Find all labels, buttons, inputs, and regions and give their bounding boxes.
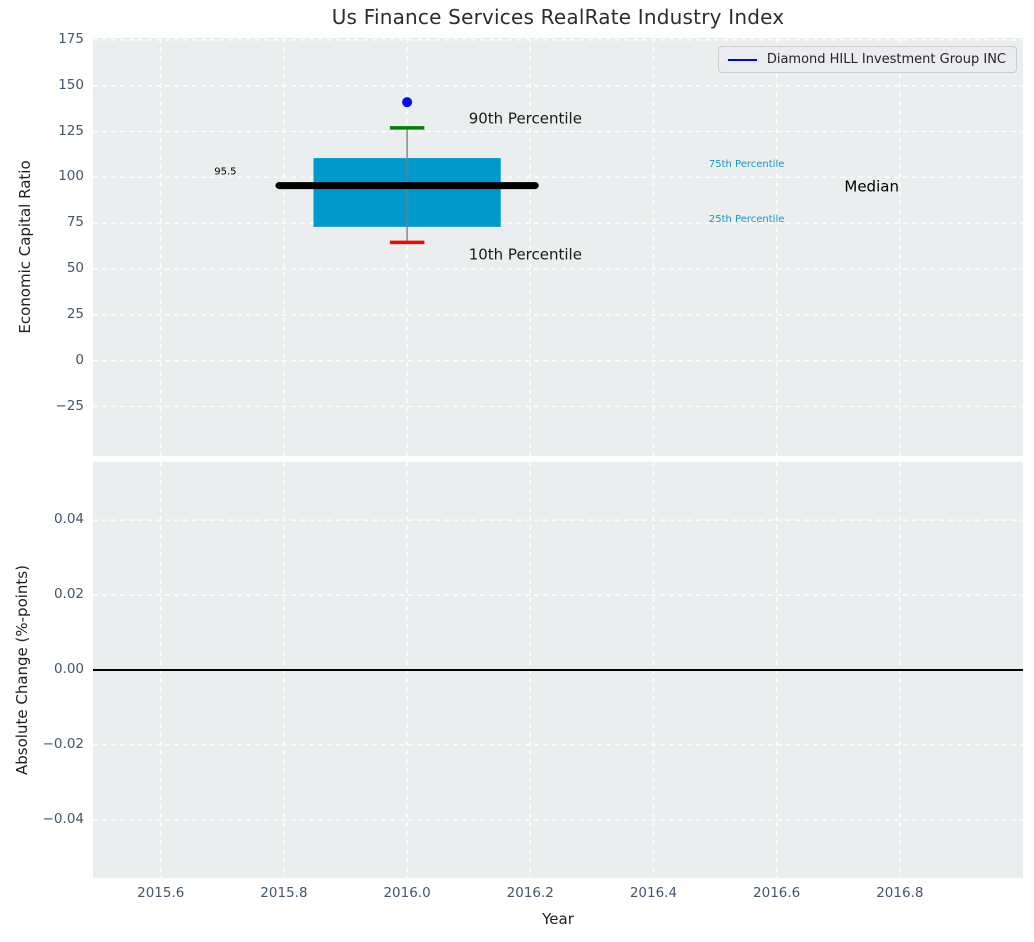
- annotation: 75th Percentile: [709, 159, 785, 170]
- y-tick-label-bottom: −0.02: [42, 735, 84, 752]
- legend-line-swatch: [727, 58, 757, 61]
- x-axis-label: Year: [542, 910, 574, 928]
- y-tick-label-bottom: 0.02: [53, 586, 84, 603]
- y-tick-label-top: −25: [55, 397, 85, 414]
- x-tick-label: 2015.6: [137, 885, 185, 901]
- bottom-plot-area: [93, 462, 1023, 878]
- y-tick-label-top: 175: [58, 30, 84, 47]
- y-tick-label-top: 25: [66, 305, 84, 322]
- y-tick-label-bottom: −0.04: [42, 810, 84, 827]
- x-tick-label: 2016.6: [753, 885, 801, 901]
- y-tick-label-top: 150: [58, 76, 84, 93]
- y-tick-label-bottom: 0.00: [53, 661, 84, 677]
- annotation: Median: [844, 178, 899, 196]
- annotation: 90th Percentile: [469, 110, 582, 128]
- x-tick-label: 2015.8: [260, 885, 308, 901]
- bottom-plot-canvas: [93, 462, 1023, 878]
- chart-title: Us Finance Services RealRate Industry In…: [331, 5, 785, 29]
- x-tick-label: 2016.0: [383, 885, 431, 901]
- annotation: 10th Percentile: [469, 245, 582, 263]
- top-plot-area: 90th Percentile 10th Percentile 95.5 75th P…: [93, 38, 1023, 456]
- legend-label: Diamond HILL Investment Group INC: [766, 52, 1006, 67]
- y-tick-label-top: 0: [75, 351, 84, 368]
- x-tick-label: 2016.2: [506, 885, 554, 901]
- top-plot-canvas: 90th Percentile 10th Percentile 95.5 75th P…: [93, 38, 1023, 456]
- legend: Diamond HILL Investment Group INC: [717, 46, 1017, 73]
- x-tick-label: 2016.4: [629, 885, 678, 901]
- x-tick-label: 2016.8: [876, 885, 924, 901]
- y-tick-label-top: 50: [66, 260, 84, 276]
- y-tick-label-top: 75: [66, 214, 84, 231]
- annotation: 95.5: [214, 166, 236, 177]
- y-tick-label-top: 100: [58, 168, 84, 185]
- annotation: 25th Percentile: [709, 214, 785, 225]
- data-point: [402, 97, 413, 108]
- y-tick-label-top: 125: [58, 122, 84, 139]
- y-tick-label-bottom: 0.04: [53, 511, 84, 528]
